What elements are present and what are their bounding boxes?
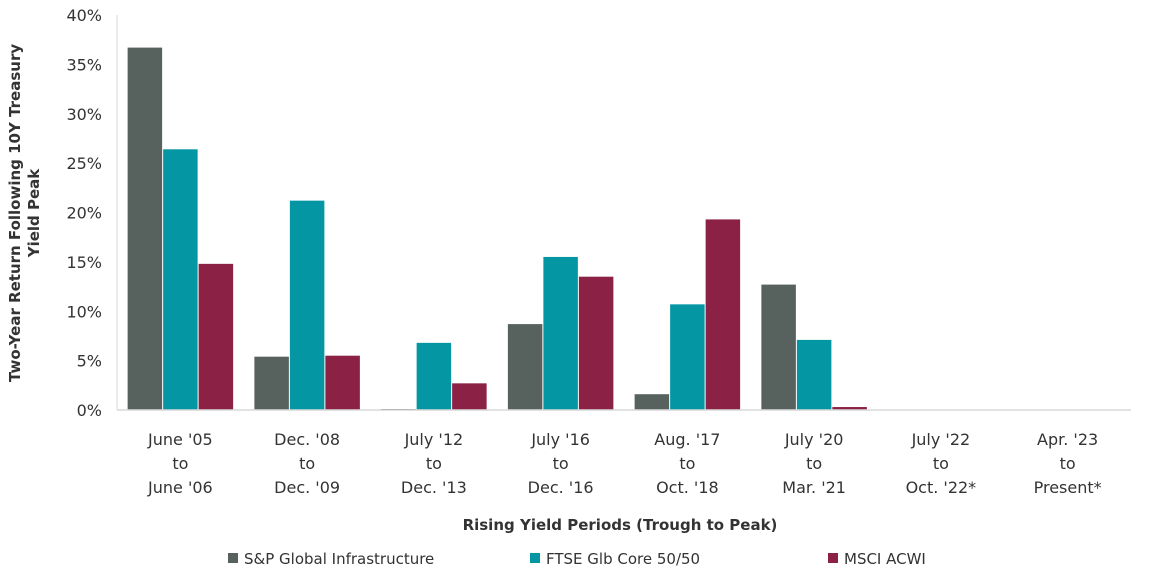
bar-2-group-1 xyxy=(163,149,198,411)
x-tick-label: Dec. '13 xyxy=(401,478,467,497)
bar-2-group-2 xyxy=(289,200,325,410)
y-tick-label: 40% xyxy=(66,6,102,25)
x-tick-label: to xyxy=(679,454,695,473)
x-tick-label: July '16 xyxy=(530,430,590,449)
x-tick-label: Mar. '21 xyxy=(782,478,846,497)
y-tick-label: 20% xyxy=(66,204,102,223)
legend-label: S&P Global Infrastructure xyxy=(244,550,434,568)
legend-swatch xyxy=(530,553,540,563)
x-tick-label: July '20 xyxy=(784,430,844,449)
y-tick-label: 25% xyxy=(66,154,102,173)
x-tick-label: to xyxy=(172,454,188,473)
bar-3-group-2 xyxy=(325,355,360,410)
x-tick-label: Dec. '08 xyxy=(274,430,340,449)
legend-label: FTSE Glb Core 50/50 xyxy=(546,550,700,568)
x-tick-label: June '05 xyxy=(147,430,213,449)
x-tick-label: July '22 xyxy=(911,430,971,449)
x-tick-label: Oct. '18 xyxy=(656,478,719,497)
bar-1-group-4 xyxy=(507,324,543,410)
x-tick-label: to xyxy=(1060,454,1076,473)
legend-label: MSCI ACWI xyxy=(844,550,926,568)
x-tick-label: June '06 xyxy=(147,478,213,497)
x-tick-label: Aug. '17 xyxy=(654,430,720,449)
y-tick-label: 5% xyxy=(77,352,102,371)
x-tick-label: to xyxy=(806,454,822,473)
bar-3-group-4 xyxy=(578,276,614,410)
bar-3-group-5 xyxy=(705,219,741,410)
y-tick-label: 35% xyxy=(66,55,102,74)
bar-2-group-5 xyxy=(670,304,705,410)
legend-swatch xyxy=(828,553,838,563)
bar-2-group-6 xyxy=(796,339,832,410)
x-tick-label: July '12 xyxy=(404,430,464,449)
x-tick-label: to xyxy=(426,454,442,473)
bar-1-group-5 xyxy=(634,394,670,410)
y-tick-label: 15% xyxy=(66,253,102,272)
bar-1-group-1 xyxy=(127,47,163,411)
y-tick-label: 0% xyxy=(77,401,102,420)
x-tick-label: to xyxy=(933,454,949,473)
x-tick-label: Oct. '22* xyxy=(906,478,977,497)
bar-3-group-3 xyxy=(452,383,487,410)
bar-2-group-3 xyxy=(416,342,452,410)
x-tick-label: to xyxy=(299,454,315,473)
x-tick-label: Apr. '23 xyxy=(1037,430,1098,449)
y-axis-label-line1: Two-Year Return Following 10Y Treasury xyxy=(6,44,24,382)
bar-3-group-6 xyxy=(832,407,867,410)
bar-3-group-1 xyxy=(198,263,234,410)
bar-1-group-2 xyxy=(254,356,289,410)
x-tick-label: to xyxy=(553,454,569,473)
x-axis-label: Rising Yield Periods (Trough to Peak) xyxy=(463,516,778,534)
x-tick-label: Present* xyxy=(1034,478,1102,497)
y-axis-label-line2: Yield Peak xyxy=(25,168,43,259)
x-tick-label: Dec. '16 xyxy=(528,478,594,497)
y-tick-label: 10% xyxy=(66,302,102,321)
legend-swatch xyxy=(228,553,238,563)
bar-1-group-6 xyxy=(761,284,796,410)
bar-2-group-4 xyxy=(543,256,578,410)
y-tick-label: 30% xyxy=(66,105,102,124)
x-tick-label: Dec. '09 xyxy=(274,478,340,497)
